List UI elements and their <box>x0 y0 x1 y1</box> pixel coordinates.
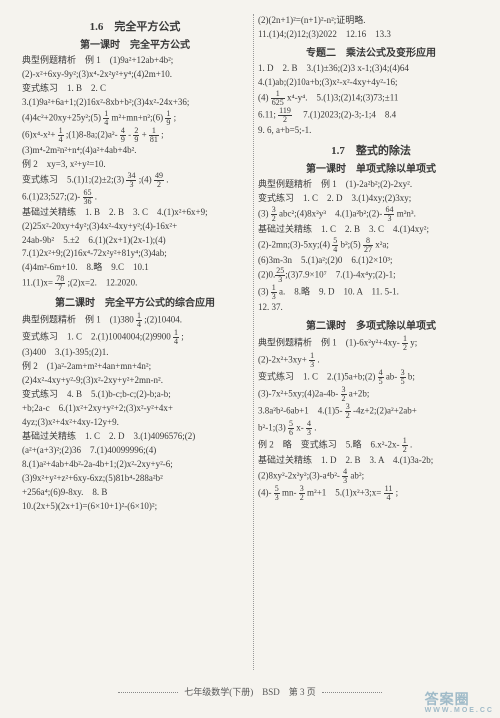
text-line: 10.(2x+5)(2x+1)=(6×10+1)²-(6×10)²; <box>22 500 248 514</box>
text-line: 例 2 xy=3, x²+y²=10. <box>22 158 248 172</box>
text-line: 变式练习 1. C 2.(1)5a+b;(2) 45 ab- 35 b; <box>258 369 484 386</box>
text-line: +b;2a-c 6.(1)x²+2xy+y²+2;(3)x²-y²+4x+ <box>22 402 248 416</box>
text-line: 8.(1)a²+4ab+4b²-2a-4b+1;(2)x²-2xy+y²-6; <box>22 458 248 472</box>
text-line: (2)(2n+1)²=(n+1)²-n²;证明略. <box>258 14 484 28</box>
text-line: 3.(1)9a²+6a+1;(2)16x²-8xb+b²;(3)4x²-24x+… <box>22 96 248 110</box>
text-line: 变式练习 5.(1)1;(2)±2;(3) 343 ;(4) 492 . <box>22 172 248 189</box>
text-line: (4)- 53 mn- 32 m²+1 5.(1)x²+3;x= 114 ; <box>258 485 484 502</box>
text-line: 典型例题精析 例 1 (1)380 14 ;(2)10404. <box>22 312 248 329</box>
text-line: +256a⁴;(6)9-8xy. 8. B <box>22 486 248 500</box>
text-line: (2)25x²-20xy+4y²;(3)4x²-4xy+y²;(4)-16x²+ <box>22 220 248 234</box>
text-line: 9. 6, a+b=5;-1. <box>258 124 484 138</box>
text-line: (3)m⁴-2m²n²+n⁴;(4)a²+4ab+4b². <box>22 144 248 158</box>
text-line: (3)9x²+y²+z²+6xy-6xz;(5)81b⁴-288a²b² <box>22 472 248 486</box>
text-line: 变式练习 1. C 2. D 3.(1)4xy;(2)3xy; <box>258 192 484 206</box>
watermark-sub: WWW.MOE.CC <box>425 707 494 714</box>
text-line: 例 2 (1)a²-2am+m²+4an+mn+4n²; <box>22 360 248 374</box>
section-title-2: 1.7 整式的除法 <box>258 142 484 158</box>
text-line: (2)-2x²+3xy+ 13 . <box>258 352 484 369</box>
text-line: (4)4c²+20xy+25y²;(5) 14 m²+mn+n²;(6) 19 … <box>22 110 248 127</box>
text-line: 基础过关精练 1. B 2. B 3. C 4.(1)x²+6x+9; <box>22 206 248 220</box>
watermark: 答案圈 WWW.MOE.CC <box>425 689 494 714</box>
text-line: 基础过关精练 1. C 2. B 3. C 4.(1)4xy²; <box>258 223 484 237</box>
footer-text: 七年级数学(下册) BSD 第 3 页 <box>112 687 388 697</box>
lesson-title-1: 第一课时 完全平方公式 <box>22 36 248 51</box>
text-line: 例 2 略 变式练习 5.略 6.x²-2x- 12 . <box>258 437 484 454</box>
text-line: (6)x⁴-x²+ 14 ;(1)8-8a;(2)a²- 49 - 29 + 1… <box>22 127 248 144</box>
text-line: 24ab-9b² 5.±2 6.(1)(2x+1)(2x-1);(4) <box>22 234 248 248</box>
text-line: 4yz;(3)x²+4x²+4xy-12y+9. <box>22 416 248 430</box>
text-line: 变式练习 1. C 2.(1)1004004;(2)9900 14 ; <box>22 329 248 346</box>
text-line: (3)400 3.(1)-395;(2)1. <box>22 346 248 360</box>
text-line: 典型例题精析 例 1 (1)-6x²y²+4xy- 12 y; <box>258 335 484 352</box>
text-line: 变式练习 4. B 5.(1)b-c;b-c;(2)-b;a-b; <box>22 388 248 402</box>
text-line: 基础过关精练 1. C 2. D 3.(1)4096576;(2) <box>22 430 248 444</box>
text-line: (4)4m²-6m+10. 8.略 9.C 10.1 <box>22 261 248 275</box>
text-line: b²-1;(3) 56 x- 43 . <box>258 420 484 437</box>
text-line: 1. D 2. B 3.(1)±36;(2)3 x-1;(3)4;(4)64 <box>258 62 484 76</box>
text-line: 4.(1)ab;(2)10a+b;(3)x²-x²-4xy+4y²-16; <box>258 76 484 90</box>
text-line: 典型例题精析 例 1 (1)-2a²b²;(2)-2xy². <box>258 178 484 192</box>
text-line: (4) 1625 x⁴-y⁴. 5.(1)3;(2)14;(3)73;±11 <box>258 90 484 107</box>
text-line: (3) 32 abc²;(4)8x²y³ 4.(1)a²b²;(2)- 643 … <box>258 206 484 223</box>
text-line: 7.(1)2x²+9;(2)16x⁴-72x²y²+81y⁴;(3)4ab; <box>22 247 248 261</box>
lesson-title-4: 第二课时 多项式除以单项式 <box>258 317 484 332</box>
text-line: (2)-x²+6xy-9y²;(3)x⁴-2x²y²+y⁴;(4)2m+10. <box>22 68 248 82</box>
lesson-title-3: 第一课时 单项式除以单项式 <box>258 160 484 175</box>
text-line: 12. 37. <box>258 301 484 315</box>
watermark-main: 答案圈 <box>425 691 470 707</box>
text-line: 11.(1)4;(2)12;(3)2022 12.16 13.3 <box>258 28 484 42</box>
text-line: 11.(1)x= 787 ;(2)x=2. 12.2020. <box>22 275 248 292</box>
text-line: (3)-7x²+5xy;(4)2a-4b- 32 a+2b; <box>258 386 484 403</box>
text-line: (3) 13 a. 8.略 9. D 10. A 11. 5-1. <box>258 284 484 301</box>
text-line: (a²+(a+3)²;(2)36 7.(1)40099996;(4) <box>22 444 248 458</box>
text-line: (2)8xy²-2x²y²;(3)-a⁴b²- 43 ab²; <box>258 468 484 485</box>
text-line: 3.8a²b²-6ab+1 4.(1)5- 32 -4z+2;(2)a²+2ab… <box>258 403 484 420</box>
text-line: (2)4x²-4xy+y²-9;(3)x²-2xy+y²+2mn-n². <box>22 374 248 388</box>
text-line: 6.11; 1192 7.(1)2023;(2)-3;-1;4 8.4 <box>258 107 484 124</box>
text-line: 变式练习 1. B 2. C <box>22 82 248 96</box>
section-title: 1.6 完全平方公式 <box>22 18 248 34</box>
text-line: (2)-2mn;(3)-5xy;(4) 54 b²;(5) 827 x²a; <box>258 237 484 254</box>
text-line: (2)0.253;(3)7.9×10⁷ 7.(1)-4x⁴y;(2)-1; <box>258 267 484 284</box>
text-line: 典型例题精析 例 1 (1)9a²+12ab+4b²; <box>22 54 248 68</box>
text-line: 6.(1)23;527;(2)- 6536 . <box>22 189 248 206</box>
lesson-title-2: 第二课时 完全平方公式的综合应用 <box>22 294 248 309</box>
topic-title: 专题二 乘法公式及变形应用 <box>258 44 484 59</box>
text-line: (6)3m-3n 5.(1)a²;(2)0 6.(1)2×10³; <box>258 254 484 268</box>
text-line: 基础过关精练 1. D 2. B 3. A 4.(1)3a-2b; <box>258 454 484 468</box>
